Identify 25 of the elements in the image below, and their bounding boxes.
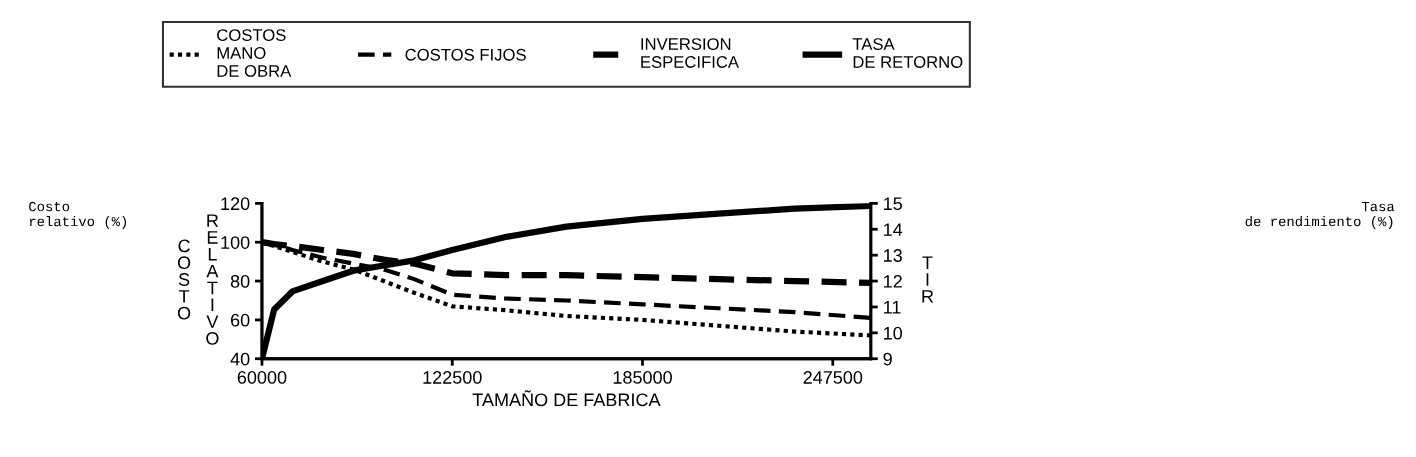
- x-tick-label: 185000: [613, 371, 672, 384]
- y2-tick-label: 9: [883, 352, 892, 366]
- text: Tasa de rendimiento (%): [1245, 202, 1395, 229]
- x-axis-title: TAMAÑO DE FABRICA: [472, 390, 661, 407]
- x-tick-label: 247500: [803, 371, 863, 384]
- y-tick-label: 60: [230, 313, 250, 327]
- x-tick-label: 60000: [237, 371, 287, 384]
- y2-tick-label: 10: [884, 326, 903, 340]
- legend-label: TASA DE RETORNO: [852, 38, 963, 68]
- legend-label: INVERSION ESPECIFICA: [641, 38, 739, 68]
- y2-tick-label: 15: [884, 197, 902, 211]
- y2-tick-label: 13: [884, 249, 902, 262]
- legend-label: COSTOS FIJOS: [405, 48, 526, 61]
- y-tick-label: 80: [230, 274, 250, 288]
- legend-label: COSTOS MANO DE OBRA: [217, 29, 292, 77]
- x-tick-label: 122500: [423, 371, 482, 384]
- y-tick-label: 120: [221, 197, 250, 211]
- y2-tick-label: 12: [884, 274, 902, 288]
- text: COSTO RELATIVO: [177, 214, 219, 345]
- y-tick-label: 100: [221, 236, 250, 249]
- text: Costo relativo (%): [29, 201, 126, 229]
- y2-tick-label: 11: [884, 301, 901, 314]
- y2-tick-label: 14: [884, 223, 903, 236]
- y-tick-label: 40: [230, 352, 250, 366]
- y2-axis-title: TIR: [922, 256, 934, 303]
